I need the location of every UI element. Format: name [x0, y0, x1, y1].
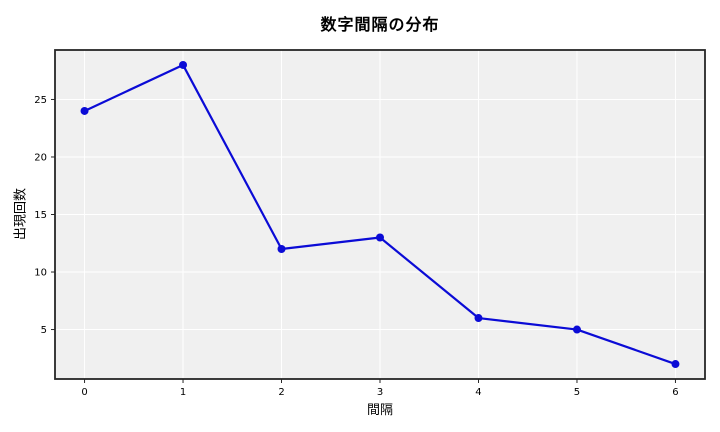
x-axis-label: 間隔	[366, 403, 393, 418]
x-tick-label: 2	[278, 387, 284, 398]
data-point	[376, 233, 384, 242]
data-point	[80, 106, 89, 115]
data-point	[179, 60, 188, 69]
x-tick-label: 0	[81, 387, 87, 398]
x-tick-label: 3	[377, 387, 383, 398]
x-tick-label: 5	[574, 387, 580, 398]
y-tick-label: 5	[41, 325, 47, 336]
y-tick-label: 10	[34, 268, 47, 279]
y-tick-label: 20	[34, 152, 47, 163]
y-tick-label: 15	[34, 210, 47, 221]
x-tick-label: 1	[180, 387, 186, 398]
y-axis-label: 出現回数	[13, 187, 29, 241]
chart-title: 数字間隔の分布	[320, 15, 440, 34]
data-point	[671, 360, 680, 369]
data-point	[277, 245, 286, 254]
y-tick-label: 25	[34, 95, 47, 106]
data-point	[474, 314, 483, 323]
data-point	[572, 325, 581, 334]
x-tick-label: 4	[475, 387, 481, 398]
x-tick-label: 6	[672, 387, 678, 398]
